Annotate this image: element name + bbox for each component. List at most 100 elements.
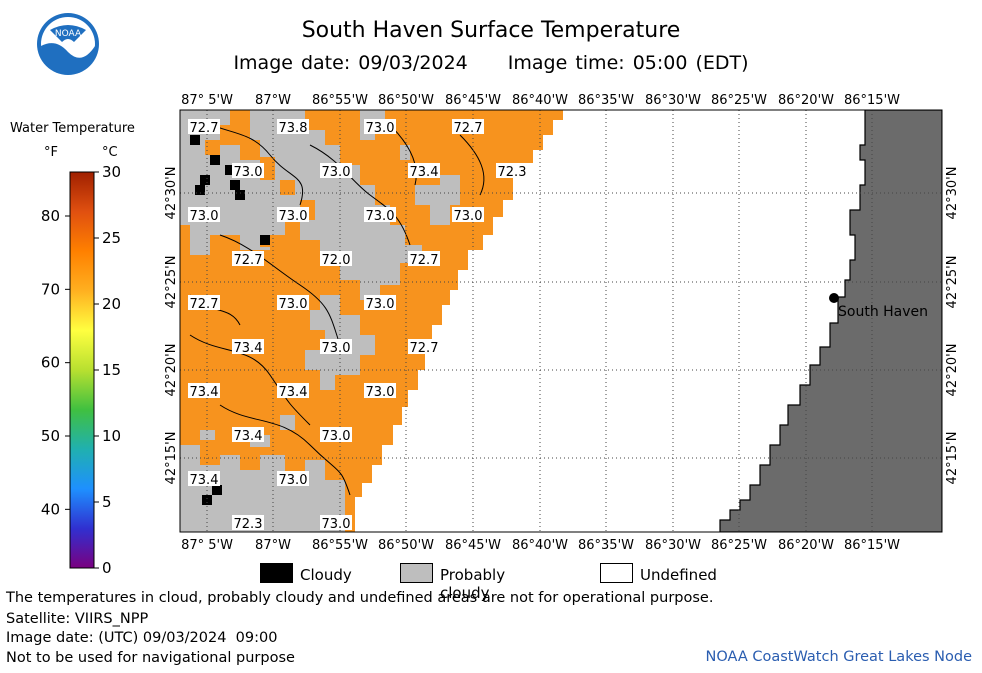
temp-label-bg	[232, 427, 264, 442]
lat-label-left: 42°15'N	[164, 432, 179, 485]
legend-cloudy-label: Cloudy	[300, 566, 352, 584]
cloudy-pixel	[202, 495, 212, 505]
lon-label-top: 87°W	[255, 93, 291, 108]
land-area	[719, 110, 942, 532]
temp-label-bg	[277, 119, 309, 134]
isotherm	[219, 404, 351, 496]
lon-label-bottom: 86°20'W	[778, 538, 834, 553]
lat-label-right: 42°20'N	[945, 344, 960, 397]
probably-cloudy-area	[250, 110, 422, 300]
footer-nav-warning: Not to be used for navigational purpose	[6, 650, 295, 666]
temp-label: 73.0	[279, 209, 308, 224]
cloudy-pixel	[190, 135, 200, 145]
temp-label: 72.7	[410, 341, 439, 356]
temp-label: 72.7	[190, 297, 219, 312]
image-time: Image time: 05:00 (EDT)	[507, 52, 749, 74]
temp-label-bg	[408, 163, 440, 178]
image-date: Image date: 09/03/2024	[233, 52, 468, 74]
lon-label-bottom: 86°35'W	[578, 538, 634, 553]
legend-undefined-label: Undefined	[640, 566, 717, 584]
temp-label: 73.0	[322, 341, 351, 356]
footer-satellite: Satellite: VIIRS_NPP	[6, 611, 149, 627]
temp-label-bg	[232, 163, 264, 178]
isotherm	[189, 334, 311, 426]
isotherm	[459, 134, 485, 196]
page-title: South Haven Surface Temperature	[301, 18, 681, 43]
c-tick-label: 0	[102, 559, 112, 577]
water-patch	[205, 140, 220, 155]
cloudy-pixel	[212, 485, 222, 495]
temp-label-bg	[320, 251, 352, 266]
temp-label: 72.7	[190, 121, 219, 136]
lon-label-top: 86°40'W	[512, 93, 568, 108]
f-tick-label: 70	[41, 280, 60, 298]
cloudy-pixel	[200, 175, 210, 185]
cloudy-pixel	[260, 235, 270, 245]
lat-label-left: 42°30'N	[164, 167, 179, 220]
legend-probably-cloudy-swatch	[400, 563, 433, 583]
temp-label-bg	[232, 515, 264, 530]
temp-label-bg	[320, 163, 352, 178]
probably-cloudy-area	[180, 445, 345, 532]
map-frame	[179, 109, 943, 533]
temp-label: 73.4	[234, 341, 263, 356]
isotherm	[219, 234, 341, 346]
unit-fahrenheit: °F	[44, 145, 58, 160]
lat-label-left: 42°25'N	[164, 256, 179, 309]
temp-label: 73.0	[190, 209, 219, 224]
lon-label-top: 86°50'W	[378, 93, 434, 108]
temp-label-bg	[277, 207, 309, 222]
legend-cloudy-swatch	[260, 563, 293, 583]
temp-label-bg	[364, 383, 396, 398]
temp-label: 72.7	[410, 253, 439, 268]
temperature-map: 72.7 73.8 73.0 72.7 73.0 73.0 73.4 72.3 73.0 73.0…	[164, 93, 960, 553]
temp-label-bg	[188, 119, 220, 134]
lon-label-top: 86°45'W	[445, 93, 501, 108]
temp-label-bg	[188, 295, 220, 310]
temp-label-bg	[364, 207, 396, 222]
cloudy-pixel	[210, 155, 220, 165]
unit-celsius: °C	[102, 145, 118, 160]
lon-label-top: 86°15'W	[844, 93, 900, 108]
temp-label: 73.0	[322, 517, 351, 532]
lon-label-top: 87° 5'W	[181, 93, 233, 108]
temp-label: 72.0	[322, 253, 351, 268]
noaa-logo-text: NOAA	[55, 29, 82, 39]
temp-label: 73.0	[279, 473, 308, 488]
footer-note: The temperatures in cloud, probably clou…	[6, 590, 714, 606]
temp-label: 73.0	[454, 209, 483, 224]
temp-label: 73.0	[322, 429, 351, 444]
temp-label: 72.3	[498, 165, 527, 180]
lon-label-top: 86°30'W	[645, 93, 701, 108]
probably-cloudy-area	[400, 145, 410, 160]
temp-label-bg	[277, 471, 309, 486]
temp-label: 72.7	[234, 253, 263, 268]
temp-label: 73.0	[366, 209, 395, 224]
footer-credit: NOAA CoastWatch Great Lakes Node	[705, 649, 972, 665]
cloudy-pixel	[225, 165, 235, 175]
temp-label: 73.8	[279, 121, 308, 136]
temp-label: 73.4	[410, 165, 439, 180]
legend-undefined-swatch	[600, 563, 633, 583]
temp-label: 72.3	[234, 517, 263, 532]
temp-label: 73.4	[279, 385, 308, 400]
f-tick-label: 80	[41, 207, 60, 225]
temp-label-bg	[320, 515, 352, 530]
city-marker	[829, 293, 839, 303]
lon-label-bottom: 87° 5'W	[181, 538, 233, 553]
noaa-logo-icon: NOAA	[37, 13, 99, 75]
c-tick-label: 5	[102, 493, 112, 511]
lon-label-top: 86°35'W	[578, 93, 634, 108]
f-tick-label: 50	[41, 427, 60, 445]
temp-label-bg	[188, 471, 220, 486]
lon-label-bottom: 87°W	[255, 538, 291, 553]
temp-label-bg	[320, 339, 352, 354]
temp-label-bg	[232, 339, 264, 354]
temp-label-bg	[277, 295, 309, 310]
temp-label: 73.0	[234, 165, 263, 180]
temp-label-bg	[452, 119, 484, 134]
temp-label-bg	[364, 119, 396, 134]
c-tick-label: 10	[102, 427, 121, 445]
lat-label-right: 42°25'N	[945, 256, 960, 309]
c-tick-label: 25	[102, 229, 121, 247]
